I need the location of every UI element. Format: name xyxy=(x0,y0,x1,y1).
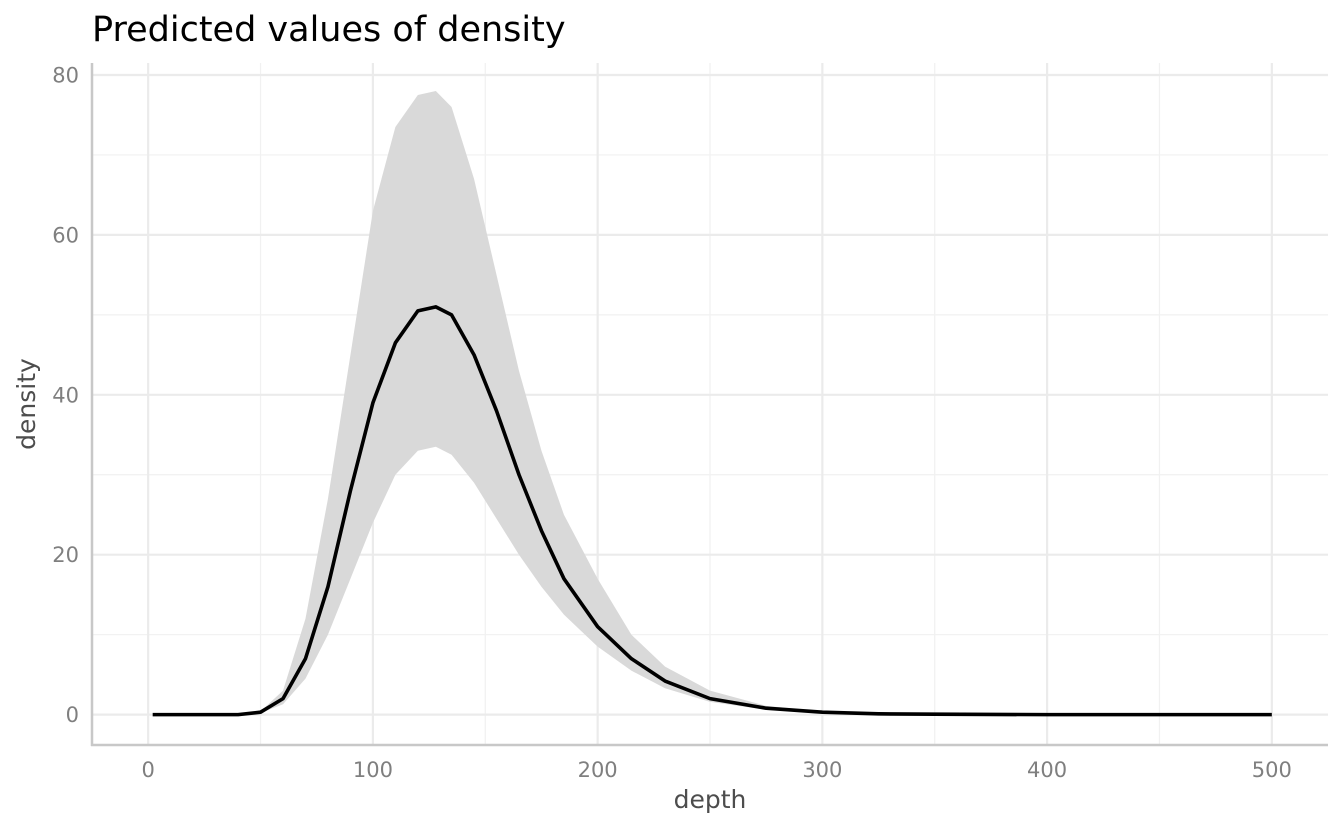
x-axis-label: depth xyxy=(674,785,747,814)
y-tick-label: 40 xyxy=(52,383,79,407)
y-axis-label: density xyxy=(12,358,41,450)
confidence-band xyxy=(152,90,1272,715)
x-tick-label: 400 xyxy=(1027,758,1067,782)
x-tick-label: 100 xyxy=(353,758,393,782)
major-gridlines xyxy=(92,63,1328,745)
x-tick-label: 0 xyxy=(141,758,154,782)
y-tick-label: 0 xyxy=(66,703,79,727)
x-tick-label: 200 xyxy=(578,758,618,782)
y-tick-label: 80 xyxy=(52,63,79,87)
x-tick-label: 300 xyxy=(802,758,842,782)
y-tick-label: 60 xyxy=(52,223,79,247)
minor-gridlines xyxy=(92,63,1328,745)
axes xyxy=(90,63,1328,747)
x-tick-label: 500 xyxy=(1252,758,1292,782)
y-tick-label: 20 xyxy=(52,543,79,567)
chart-title: Predicted values of density xyxy=(92,10,566,50)
plot-marks xyxy=(152,90,1272,717)
predicted-line xyxy=(152,305,1272,717)
tick-labels: 0 100 200 300 400 500 0 20 40 60 80 xyxy=(52,63,1292,782)
